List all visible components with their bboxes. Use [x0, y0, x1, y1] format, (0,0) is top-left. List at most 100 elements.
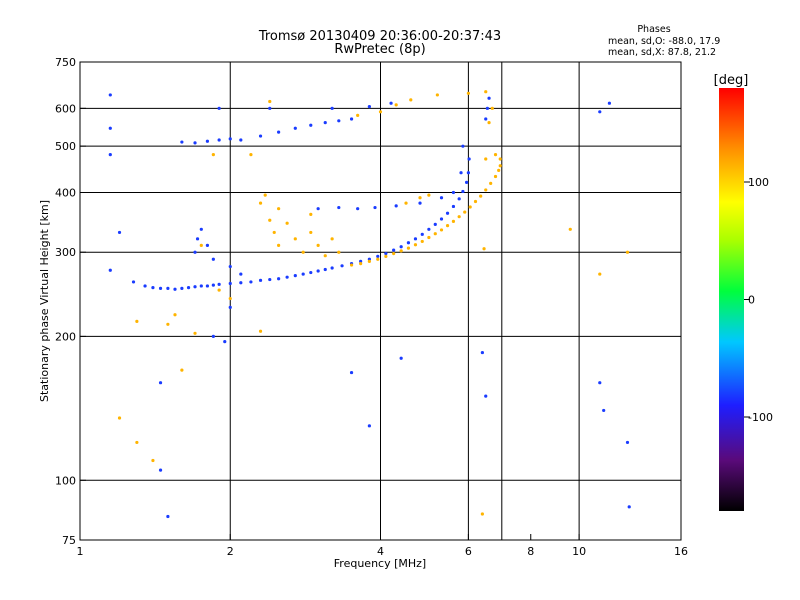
- data-point: [406, 241, 411, 245]
- data-point: [158, 286, 163, 291]
- data-point: [217, 106, 221, 110]
- data-point: [217, 282, 221, 286]
- data-point: [451, 219, 456, 224]
- data-point: [349, 370, 354, 375]
- data-point: [484, 117, 488, 121]
- data-point: [108, 126, 112, 130]
- data-point: [211, 334, 215, 338]
- data-point: [359, 261, 363, 266]
- x-tick-label: 10: [572, 545, 586, 558]
- data-point: [367, 105, 371, 109]
- data-point: [489, 181, 493, 185]
- data-point: [108, 93, 112, 97]
- data-point: [293, 274, 297, 278]
- data-point: [316, 269, 320, 273]
- data-point: [258, 278, 263, 282]
- data-point: [309, 123, 313, 127]
- data-point: [627, 505, 631, 509]
- data-point: [205, 284, 210, 288]
- data-point: [258, 134, 263, 138]
- data-point: [484, 188, 488, 192]
- data-point: [223, 340, 227, 344]
- data-point: [323, 254, 327, 258]
- data-point: [463, 210, 467, 214]
- data-point: [205, 139, 210, 143]
- data-point: [186, 285, 191, 290]
- y-tick-label: 200: [55, 330, 76, 343]
- data-point: [330, 266, 334, 270]
- data-point: [464, 180, 469, 184]
- data-point: [330, 237, 334, 241]
- data-point: [211, 283, 215, 287]
- data-point: [158, 468, 163, 472]
- data-point: [598, 381, 602, 385]
- data-point: [445, 211, 450, 215]
- data-point: [457, 197, 461, 201]
- y-tick-label: 100: [55, 474, 76, 487]
- legend-line-x: mean, sd,X: 87.8, 21.2: [608, 47, 716, 58]
- data-point: [285, 221, 289, 225]
- data-point: [285, 275, 289, 279]
- data-point: [309, 230, 313, 235]
- data-point: [173, 313, 177, 317]
- data-point: [433, 222, 437, 227]
- data-point: [473, 199, 478, 204]
- x-tick-label: 8: [527, 545, 534, 558]
- data-point: [451, 204, 456, 209]
- x-tick-label: 6: [465, 545, 472, 558]
- data-point: [193, 331, 197, 335]
- y-tick-label: 750: [55, 56, 76, 69]
- data-point: [373, 205, 377, 210]
- data-point: [340, 264, 344, 268]
- data-point: [480, 512, 484, 516]
- data-point: [217, 288, 221, 292]
- data-point: [180, 140, 184, 144]
- colorbar-tick-label: -100: [748, 411, 773, 424]
- data-point: [433, 232, 437, 236]
- data-point: [199, 284, 203, 288]
- data-point: [484, 90, 488, 94]
- data-point: [439, 228, 444, 232]
- data-point: [420, 239, 424, 244]
- data-point: [349, 263, 354, 267]
- data-point: [323, 267, 327, 272]
- y-axis-ticks: 75 100 200 300 400 500 600 750: [55, 56, 86, 547]
- data-point: [272, 230, 276, 235]
- colorbar-label: [deg]: [714, 73, 749, 88]
- chart-subtitle: RwPretec (8p): [334, 42, 425, 57]
- data-point: [392, 252, 396, 256]
- data-point: [484, 394, 488, 398]
- data-point: [277, 277, 281, 281]
- legend-line-o: mean, sd,O: -88.0, 17.9: [608, 36, 720, 47]
- data-point: [143, 284, 147, 288]
- x-tick-label: 16: [674, 545, 688, 558]
- data-point: [228, 264, 232, 269]
- data-point: [263, 193, 267, 197]
- data-point: [323, 121, 327, 125]
- data-point: [217, 138, 221, 142]
- data-point: [337, 250, 341, 254]
- x-tick-label: 1: [77, 545, 84, 558]
- data-point: [466, 91, 470, 95]
- data-point: [461, 144, 465, 148]
- data-point: [277, 207, 281, 211]
- data-point: [135, 319, 139, 323]
- data-point: [349, 117, 354, 121]
- x-tick-label: 4: [377, 545, 384, 558]
- data-point: [399, 356, 403, 360]
- data-point: [228, 305, 232, 309]
- data-point: [485, 106, 490, 110]
- data-point: [151, 285, 155, 290]
- data-point: [258, 329, 263, 333]
- data-point: [239, 138, 243, 142]
- data-point: [293, 237, 297, 241]
- data-point: [249, 280, 253, 284]
- data-point: [367, 259, 371, 264]
- data-point: [180, 368, 184, 372]
- data-point: [427, 235, 431, 240]
- data-point: [151, 458, 155, 463]
- data-point: [356, 113, 360, 117]
- data-point: [493, 174, 498, 179]
- data-point: [376, 257, 380, 261]
- data-point: [180, 286, 184, 291]
